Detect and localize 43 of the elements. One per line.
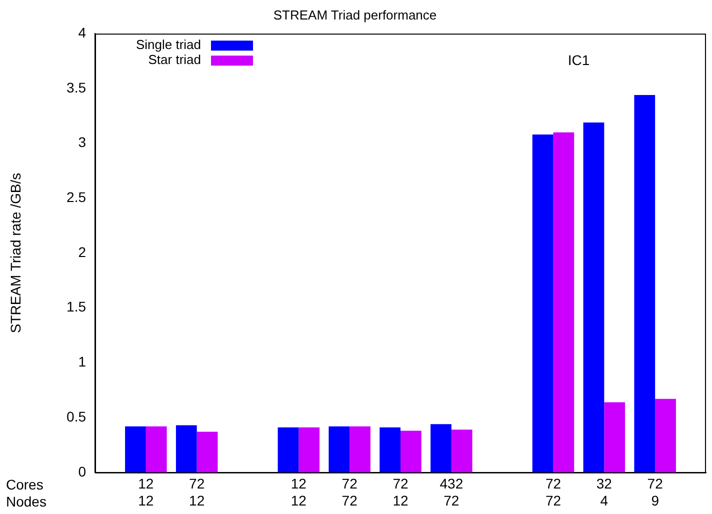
bar — [298, 427, 320, 472]
bar — [125, 426, 146, 472]
y-tick-label: 1.5 — [66, 298, 86, 315]
annotation: IC1 — [568, 52, 590, 68]
y-tick-label: 3.5 — [66, 79, 86, 96]
x-tick-label: 12 12 — [290, 476, 307, 508]
bar — [400, 430, 422, 472]
bar — [176, 425, 197, 472]
chart-title: STREAM Triad performance — [273, 7, 437, 22]
x-tick-label: 72 9 — [647, 476, 664, 508]
bar — [430, 424, 452, 472]
text: Cores — [6, 476, 44, 492]
bar — [583, 122, 604, 472]
legend-label: Single triad — [136, 37, 201, 52]
bar — [451, 430, 472, 472]
bar — [532, 134, 554, 472]
y-tick-label: 4 — [78, 24, 86, 40]
bar — [634, 95, 656, 472]
x-tick-label: 72 72 — [342, 476, 358, 508]
x-tick-label: 32 4 — [596, 476, 612, 508]
y-tick-label: 0.5 — [66, 408, 86, 424]
y-tick-label: 2.5 — [66, 189, 86, 206]
bar — [350, 426, 370, 472]
bar — [655, 398, 676, 472]
bar — [553, 132, 574, 472]
x-tick-label: 72 12 — [392, 476, 408, 508]
x-tick-label: 72 72 — [545, 476, 562, 508]
text: Nodes — [6, 493, 46, 510]
bar — [278, 427, 299, 472]
bar — [328, 426, 350, 472]
y-tick-label: 3 — [78, 134, 86, 150]
bar — [604, 402, 626, 472]
y-axis-title: STREAM Triad rate /GB/s — [7, 172, 24, 334]
legend-label: Star triad — [148, 52, 201, 68]
bar — [196, 432, 218, 472]
y-tick-label: 2 — [78, 244, 86, 260]
y-tick-label: 0 — [78, 463, 86, 480]
bar — [146, 426, 167, 472]
y-tick-label: 1 — [78, 354, 86, 370]
bar — [380, 427, 400, 472]
x-tick-label: 12 12 — [138, 476, 154, 508]
x-tick-label: 432 72 — [440, 476, 464, 508]
x-tick-label: 72 12 — [189, 476, 205, 508]
